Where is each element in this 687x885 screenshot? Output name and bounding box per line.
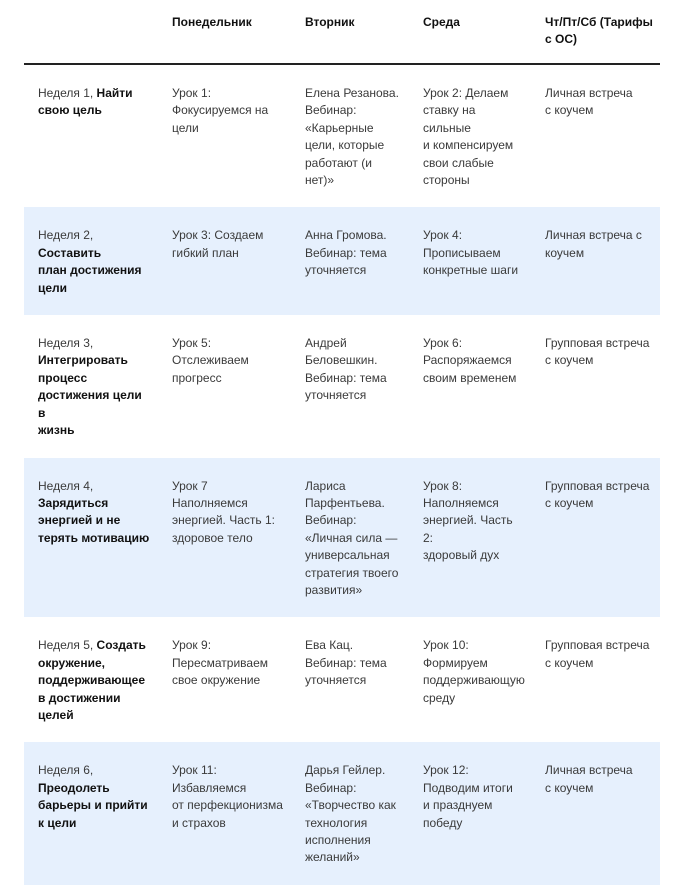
week-goal: Интегрировать процесс достижения цели в … (38, 353, 142, 438)
header-week (24, 0, 158, 64)
table-row: Неделя 4, Зарядиться энергией и не терят… (24, 457, 660, 618)
thu-fri-sat-cell: Личная встреча с коучем (545, 86, 633, 118)
monday-cell: Урок 7 Наполняемся энергией. Часть 1: зд… (158, 457, 291, 618)
header-wednesday: Среда (423, 15, 460, 29)
monday-cell: Урок 11: Избавляемся от перфекционизма и… (158, 742, 291, 885)
week-cell: Неделя 2, Составить план достижения цели (24, 207, 158, 316)
table-row: Неделя 6, Преодолеть барьеры и прийти к … (24, 742, 660, 885)
week-number: Неделя 1, (38, 86, 97, 100)
table-row: Неделя 1, Найти свою цель Урок 1: Фокусир… (24, 64, 660, 207)
thu-fri-sat-cell: Личная встреча с коучем (531, 207, 660, 316)
table-row: Неделя 3, Интегрировать процесс достижен… (24, 315, 660, 457)
thu-fri-sat-cell: Групповая встреча с коучем (545, 638, 650, 670)
tuesday-cell: Андрей Беловешкин. Вебинар: тема уточняе… (305, 336, 387, 403)
thu-fri-sat-cell: Групповая встреча с коучем (545, 336, 650, 368)
wednesday-cell: Урок 6: Распоряжаемся своим временем (423, 336, 517, 385)
wednesday-cell: Урок 2: Делаем ставку на сильные и компе… (423, 86, 514, 188)
week-goal: Зарядиться энергией и не терять мотиваци… (38, 495, 150, 545)
week-number: Неделя 3, (38, 336, 94, 351)
schedule-table: Понедельник Вторник Среда Чт/Пт/Сб (Тари… (24, 0, 660, 885)
header-row: Понедельник Вторник Среда Чт/Пт/Сб (Тари… (24, 0, 660, 64)
wednesday-cell: Урок 10: Формируем поддерживающую среду (423, 638, 525, 705)
week-goal: Найти свою цель (38, 86, 133, 118)
table-row: Неделя 5, Создать окружение, поддерживаю… (24, 617, 660, 742)
tuesday-cell: Анна Громова. Вебинар: тема уточняется (291, 207, 409, 316)
thu-fri-sat-cell: Групповая встреча с коучем (531, 457, 660, 618)
thu-fri-sat-cell: Личная встреча с коучем (531, 742, 660, 885)
wednesday-cell: Урок 8: Наполняемся энергией. Часть 2: з… (409, 457, 531, 618)
monday-cell: Урок 3: Создаем гибкий план (158, 207, 291, 316)
week-number: Неделя 2, (38, 228, 94, 243)
header-tuesday: Вторник (305, 15, 355, 29)
week-cell: Неделя 4, Зарядиться энергией и не терят… (24, 457, 158, 618)
tuesday-cell: Дарья Гейлер. Вебинар: «Творчество как т… (291, 742, 409, 885)
table-row: Неделя 2, Составить план достижения цели… (24, 207, 660, 316)
week-cell: Неделя 3, Интегрировать процесс достижен… (24, 315, 158, 457)
header-thu-fri-sat: Чт/Пт/Сб (Тарифы с ОС) (545, 15, 653, 47)
monday-cell: Урок 9: Пересматриваем свое окружение (172, 638, 269, 688)
week-cell: Неделя 5, Создать окружение, поддерживаю… (24, 617, 158, 742)
monday-cell: Урок 1: Фокусируемся на цели (172, 86, 269, 135)
wednesday-cell: Урок 12: Подводим итоги и празднуем побе… (409, 742, 531, 885)
week-goal: Создать окружение, поддерживающее в дост… (38, 638, 146, 722)
header-monday: Понедельник (172, 15, 252, 29)
week-number: Неделя 4, (38, 478, 94, 493)
week-goal: Преодолеть барьеры и прийти к цели (38, 780, 148, 830)
week-number: Неделя 6, (38, 763, 94, 778)
week-cell: Неделя 1, Найти свою цель (24, 64, 158, 207)
week-goal: Составить план достижения цели (38, 245, 142, 295)
week-number: Неделя 5, (38, 638, 97, 653)
tuesday-cell: Лариса Парфентьева. Вебинар: «Личная сил… (291, 457, 409, 618)
wednesday-cell: Урок 4: Прописываем конкретные шаги (409, 207, 531, 316)
tuesday-cell: Елена Резанова. Вебинар: «Карьерные цели… (305, 86, 399, 188)
week-cell: Неделя 6, Преодолеть барьеры и прийти к … (24, 742, 158, 885)
monday-cell: Урок 5: Отслеживаем прогресс (172, 336, 249, 385)
tuesday-cell: Ева Кац. Вебинар: тема уточняется (305, 638, 387, 688)
